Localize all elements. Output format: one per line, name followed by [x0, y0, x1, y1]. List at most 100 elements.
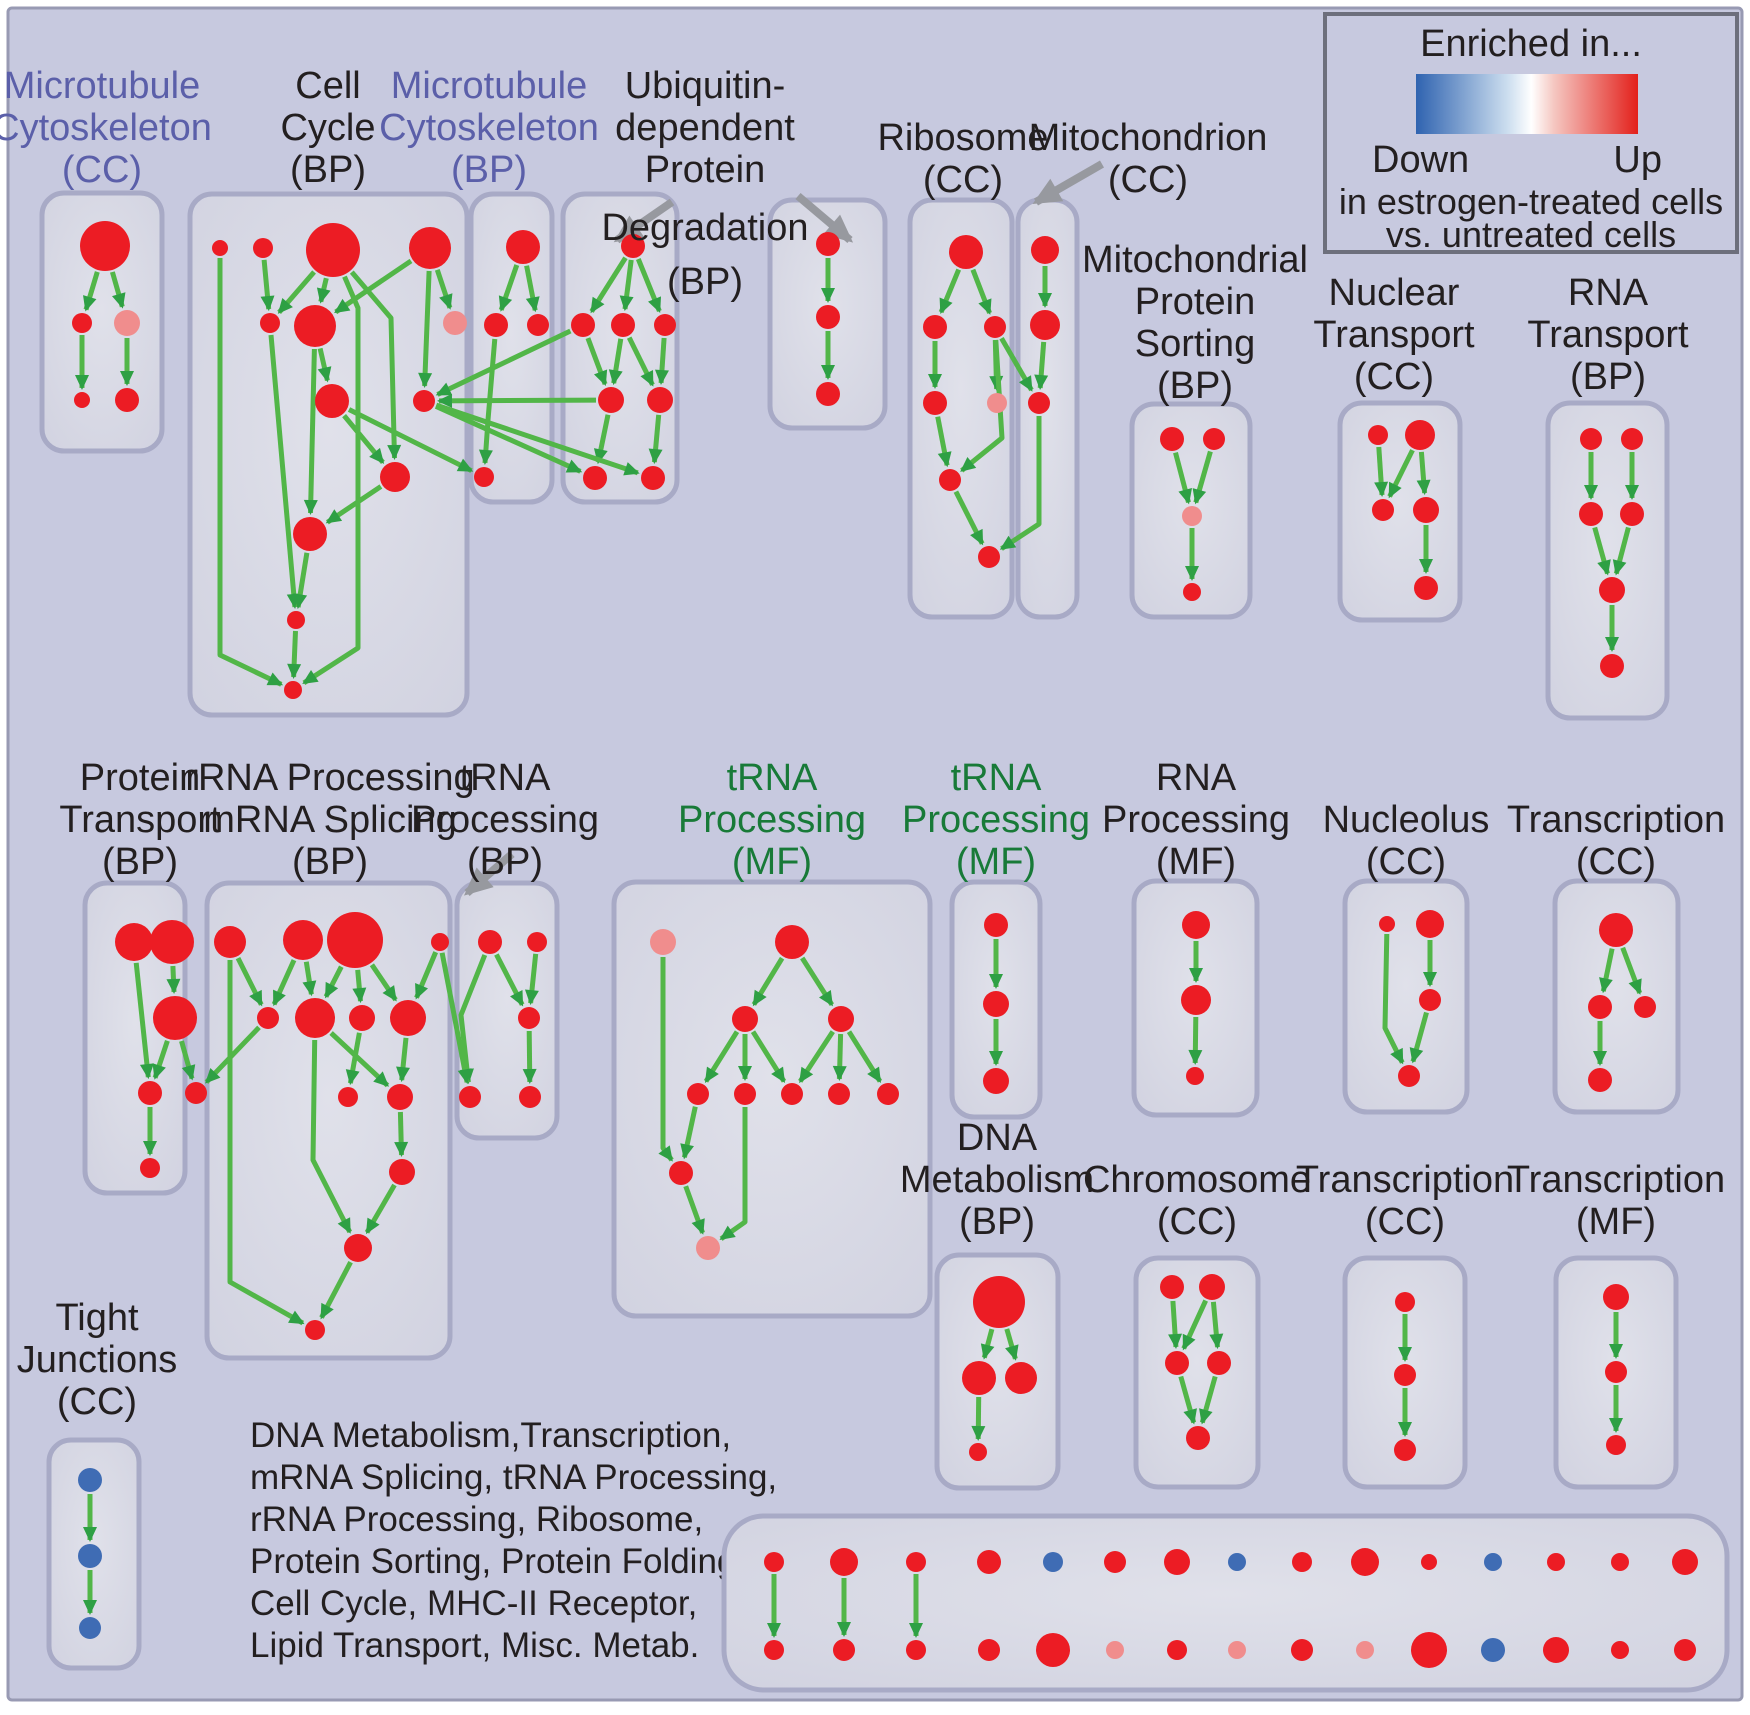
edge-cell-cycle-n3-n6 — [316, 277, 331, 304]
cluster-label-nuclear-transport: Nuclear Transport (CC) — [1313, 272, 1475, 398]
edge-cell-cycle-n3-n13 — [302, 275, 361, 686]
matrix-node-top-2 — [906, 1552, 926, 1572]
node-tight-junctions-c — [79, 1617, 101, 1639]
legend-title: Enriched in... — [1420, 23, 1642, 65]
node-microtubule-cytoskeleton-cc-d — [74, 392, 90, 408]
node-rrna-mrna-j — [387, 1084, 413, 1110]
edge-ribosome-r4-r5 — [953, 490, 985, 546]
node-rna-processing-mf-c — [1186, 1067, 1204, 1085]
node-rna-processing-mf-a — [1182, 911, 1210, 939]
node-trna-processing-mf-1-b5 — [877, 1083, 899, 1105]
edge-microtubule-cytoskeleton-bp-t-b1 — [498, 264, 520, 312]
cluster-label-rna-transport: RNA Transport (BP) — [1527, 272, 1689, 398]
cluster-labels: Microtubule Cytoskeleton (CC) Cell Cycle (BP)… — [0, 65, 1725, 1423]
cluster-label-nucleolus: Nucleolus (CC) — [1323, 799, 1490, 883]
node-transcription-cc-bottom-b — [1394, 1364, 1416, 1386]
node-cell-cycle-n4 — [409, 227, 451, 269]
node-transcription-mf-c — [1606, 1435, 1626, 1455]
node-ribosome-r2r — [984, 316, 1006, 338]
matrix-node-bottom-5 — [1106, 1641, 1124, 1659]
matrix-node-top-7 — [1228, 1553, 1246, 1571]
edge-trna-processing-bp-tl-mid — [494, 953, 525, 1007]
node-ubiquitin-degradation-1-r2r — [654, 314, 676, 336]
edge-cell-cycle-n5-n12 — [268, 334, 301, 609]
cluster-label-tight-junctions: Tight Junctions (CC) — [17, 1297, 178, 1423]
matrix-node-bottom-7 — [1228, 1641, 1246, 1659]
node-trna-processing-mf-1-b2 — [734, 1083, 756, 1105]
matrix-node-top-12 — [1547, 1553, 1565, 1571]
node-rrna-mrna-a — [214, 926, 246, 958]
cluster-box-nuclear-transport — [1337, 400, 1463, 623]
edge-rrna-mrna-c-f — [323, 965, 344, 999]
edge-ribosome-r3l-r4 — [935, 416, 952, 468]
node-rrna-mrna-c — [327, 912, 383, 968]
edge-protein-transport-m-s2 — [179, 1040, 196, 1081]
edge-ubiquitin-degradation-1-r2r-r3r — [654, 337, 669, 385]
node-protein-transport-b — [140, 1158, 160, 1178]
misc-text-line: DNA Metabolism,Transcription, — [250, 1416, 731, 1455]
edge-trna-processing-bp-tr-mid — [524, 953, 539, 1006]
legend-gradient-bar — [1416, 74, 1638, 134]
node-nuclear-transport-tl — [1368, 425, 1388, 445]
callout-arrow-icon — [613, 198, 675, 244]
edge-trna-processing-mf-1-b1-lo — [680, 1106, 698, 1160]
node-ubiquitin-degradation-2-a — [816, 232, 840, 256]
cluster-box-dna-metabolism — [934, 1252, 1061, 1491]
node-ribosome-r2l — [923, 315, 947, 339]
node-trna-processing-mf-1-t — [775, 925, 809, 959]
cross-edge-cell-cycle.n9-ubiquitin-degradation-1.r4l — [434, 404, 583, 474]
edge-trna-processing-mf-1-mr-b3 — [798, 1030, 835, 1084]
node-trna-processing-mf-1-lo — [669, 1161, 693, 1185]
node-rrna-mrna-d — [431, 933, 449, 951]
edge-ubiquitin-degradation-1-r3r-r4r — [648, 414, 663, 465]
cross-edge-ubiquitin-degradation-1.r2l-cell-cycle.n9 — [435, 328, 572, 397]
node-rrna-mrna-h — [390, 1000, 426, 1036]
edge-trna-processing-mf-1-mr-b5 — [846, 1030, 883, 1083]
edge-chromosome-tr-mr — [1209, 1301, 1224, 1350]
node-ubiquitin-degradation-1-r4r — [641, 466, 665, 490]
cluster-label-mitochondrial-protein-sorting: Mitochondrial Protein Sorting (BP) — [1082, 239, 1308, 407]
edge-cell-cycle-n10-n11 — [325, 484, 383, 525]
node-microtubule-cytoskeleton-bp-b2 — [527, 314, 549, 336]
edge-nuclear-transport-tr-mr — [1416, 451, 1431, 496]
edge-rrna-mrna-b-e — [271, 959, 297, 1007]
node-trna-processing-bp-bl — [459, 1086, 481, 1108]
legend-context-line1: in estrogen-treated cells — [1339, 181, 1723, 222]
node-mitochondrion-b — [1030, 310, 1060, 340]
node-microtubule-cytoskeleton-bp-b1 — [484, 313, 508, 337]
node-trna-processing-bp-tl — [478, 930, 502, 954]
edge-cell-cycle-n4-n7 — [434, 269, 453, 310]
node-trna-processing-bp-br — [519, 1086, 541, 1108]
cross-edge-ubiquitin-degradation-1.r3l-cell-cycle.n9 — [437, 393, 597, 408]
callout-arrow-icon — [1032, 160, 1104, 206]
edge-trna-processing-mf-1-t-ml — [751, 956, 785, 1007]
matrix-node-bottom-0 — [764, 1640, 784, 1660]
annotation-arrows — [463, 160, 1104, 897]
edge-rrna-mrna-c-g — [352, 969, 367, 1004]
edge-trna-processing-mf-1-b2-bp — [719, 1107, 748, 1241]
node-dna-metabolism-t — [973, 1276, 1025, 1328]
node-microtubule-cytoskeleton-bp-bot — [474, 467, 494, 487]
misc-text-line: mRNA Splicing, tRNA Processing, — [250, 1458, 777, 1497]
matrix-node-bottom-2 — [906, 1640, 926, 1660]
node-trna-processing-mf-1-mr — [828, 1006, 854, 1032]
node-ubiquitin-degradation-1-r3l — [598, 387, 624, 413]
node-trna-processing-mf-2-a — [984, 913, 1008, 937]
edge-rrna-mrna-d-h — [414, 951, 439, 1000]
edge-protein-transport-t1-s1 — [133, 962, 154, 1080]
edge-cell-cycle-n1-n13 — [217, 258, 284, 687]
node-protein-transport-s2 — [185, 1082, 207, 1104]
node-rna-transport-ml — [1579, 502, 1603, 526]
misc-text-line: Protein Sorting, Protein Folding, — [250, 1542, 746, 1581]
edge-rrna-mrna-a-m2 — [227, 960, 305, 1326]
edge-nuclear-transport-tl-ml — [1374, 446, 1389, 497]
node-rrna-mrna-l — [344, 1234, 372, 1262]
edge-cell-cycle-n12-n13 — [287, 630, 302, 679]
node-transcription-mf-a — [1603, 1284, 1629, 1310]
cluster-box-nucleolus — [1342, 878, 1470, 1115]
edge-nuclear-transport-tr-ml — [1387, 449, 1415, 499]
node-ubiquitin-degradation-1-r2l — [571, 313, 595, 337]
cluster-label-dna-metabolism: DNA Metabolism (BP) — [900, 1117, 1094, 1243]
edge-transcription-cc-mid-t-mr — [1620, 946, 1643, 995]
